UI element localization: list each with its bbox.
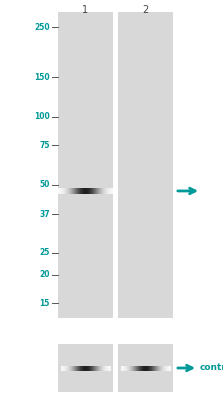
Text: control: control	[200, 364, 223, 372]
Text: 250: 250	[34, 22, 50, 32]
Bar	[118, 344, 173, 392]
Text: 20: 20	[39, 270, 50, 279]
Text: 100: 100	[34, 112, 50, 121]
Bar	[118, 12, 173, 318]
Text: 150: 150	[34, 73, 50, 82]
Bar	[58, 12, 113, 318]
Text: 75: 75	[39, 141, 50, 150]
Text: 37: 37	[39, 210, 50, 219]
Text: 50: 50	[40, 180, 50, 189]
Text: 2: 2	[142, 5, 149, 15]
Bar	[58, 344, 113, 392]
Text: 25: 25	[40, 248, 50, 257]
Text: 1: 1	[83, 5, 89, 15]
Text: 15: 15	[40, 298, 50, 308]
